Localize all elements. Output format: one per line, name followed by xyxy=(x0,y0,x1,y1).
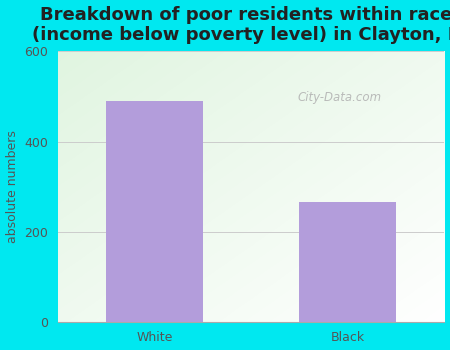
Title: Breakdown of poor residents within races
(income below poverty level) in Clayton: Breakdown of poor residents within races… xyxy=(32,6,450,44)
Text: City-Data.com: City-Data.com xyxy=(298,91,382,104)
Bar xyxy=(106,101,203,322)
Bar xyxy=(299,202,396,322)
Y-axis label: absolute numbers: absolute numbers xyxy=(5,130,18,243)
